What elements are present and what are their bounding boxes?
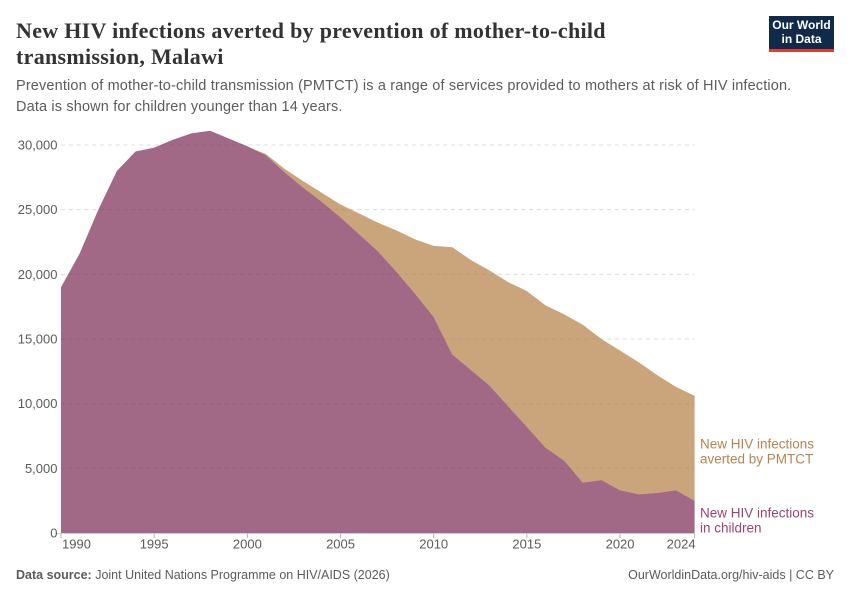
axis-tick-labels: 0 5,000 10,000 15,000 20,000 25,000 30,000 1990… (18, 138, 696, 552)
x-tick-label-1990: 1990 (62, 537, 91, 552)
x-tick-label-2015: 2015 (512, 537, 541, 552)
y-tick-label-30000: 30,000 (18, 138, 58, 153)
children-series-label-line1[interactable]: New HIV infections (700, 506, 814, 521)
footer-source-text: Joint United Nations Programme on HIV/AI… (91, 568, 390, 582)
x-axis (56, 533, 696, 538)
x-tick-label-2000: 2000 (233, 537, 262, 552)
y-tick-label-25000: 25,000 (18, 202, 58, 217)
owid-logo-line1: Our World (772, 18, 831, 33)
owid-logo[interactable]: Our World in Data (769, 16, 834, 52)
series-end-labels: New HIV infections averted by PMTCT New … (700, 437, 814, 536)
area-series-0[interactable] (61, 130, 695, 534)
x-tick-label-2020: 2020 (606, 537, 635, 552)
footer-source: Data source: Joint United Nations Progra… (16, 568, 390, 582)
y-tick-label-5000: 5,000 (25, 461, 58, 476)
x-tick-label-2005: 2005 (326, 537, 355, 552)
footer-link[interactable]: OurWorldinData.org/hiv-aids | CC BY (628, 568, 834, 582)
averted-series-label-line1[interactable]: New HIV infections (700, 437, 814, 452)
chart-title-line1: New HIV infections averted by prevention… (16, 18, 606, 43)
chart-subtitle-line1: Prevention of mother-to-child transmissi… (16, 78, 792, 94)
chart-subtitle-line2: Data is shown for children younger than … (16, 99, 343, 115)
y-tick-label-10000: 10,000 (18, 396, 58, 411)
footer-source-label: Data source: (16, 568, 92, 582)
y-tick-label-0: 0 (50, 526, 57, 541)
x-tick-label-1995: 1995 (140, 537, 169, 552)
x-tick-label-2010: 2010 (419, 537, 448, 552)
y-tick-label-15000: 15,000 (18, 332, 58, 347)
chart-title-line2: transmission, Malawi (16, 44, 224, 69)
area-series (61, 130, 695, 534)
chart-subtitle: Prevention of mother-to-child transmissi… (16, 76, 791, 118)
chart-title: New HIV infections averted by prevention… (16, 18, 606, 70)
averted-series-label-line2[interactable]: averted by PMTCT (700, 452, 813, 467)
x-tick-label-2024: 2024 (667, 537, 696, 552)
chart-footer: Data source: Joint United Nations Progra… (16, 568, 834, 582)
area-series-1[interactable] (61, 130, 695, 501)
y-tick-label-20000: 20,000 (18, 267, 58, 282)
owid-logo-line2: in Data (781, 32, 822, 47)
children-series-label-line2[interactable]: in children (700, 521, 762, 536)
